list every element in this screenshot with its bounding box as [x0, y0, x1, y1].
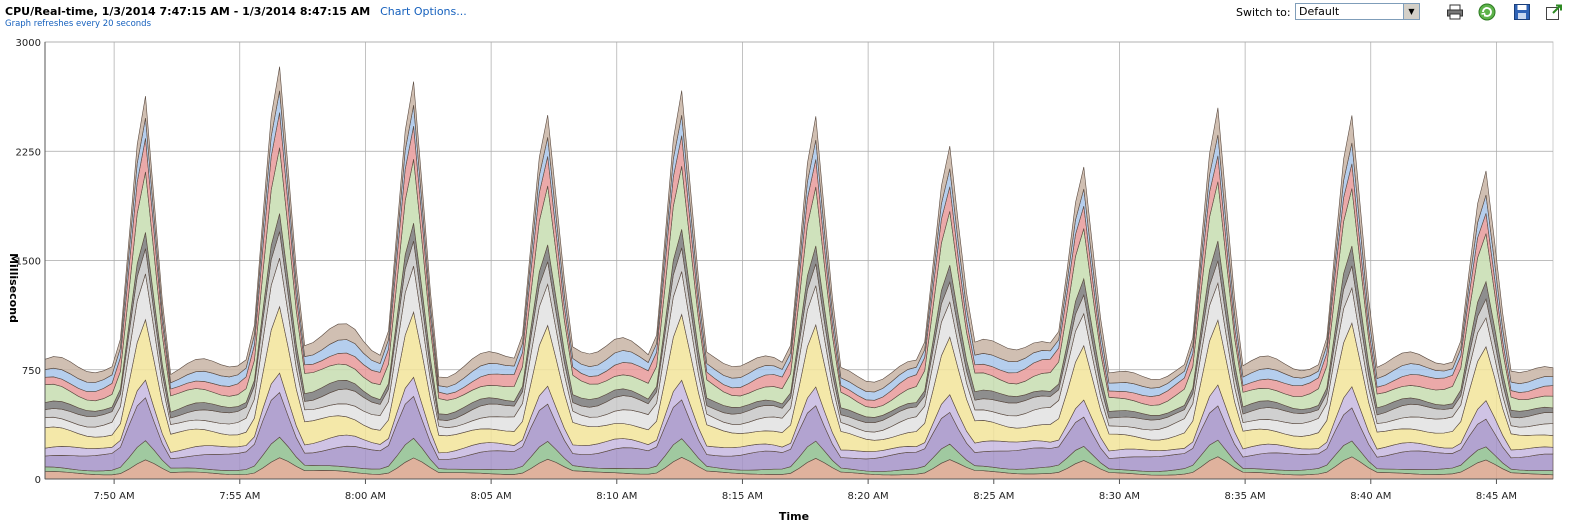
x-tick-label: 8:35 AM — [1225, 491, 1266, 502]
x-tick-label: 8:15 AM — [722, 491, 763, 502]
x-tick-label: 8:25 AM — [973, 491, 1014, 502]
x-tick-label: 8:40 AM — [1350, 491, 1391, 502]
x-axis-title: Time — [779, 510, 809, 523]
refresh-icon[interactable] — [1478, 3, 1496, 21]
x-tick-label: 8:45 AM — [1476, 491, 1517, 502]
y-tick-label: 1500 — [16, 257, 41, 268]
chart-title: CPU/Real-time, 1/3/2014 7:47:15 AM - 1/3… — [5, 5, 467, 18]
y-tick-label: 3000 — [16, 38, 41, 49]
save-icon[interactable] — [1513, 3, 1531, 21]
x-tick-label: 8:05 AM — [471, 491, 512, 502]
chart-options-link[interactable]: Chart Options... — [380, 5, 467, 18]
export-icon[interactable] — [1545, 3, 1563, 21]
x-tick-label: 8:00 AM — [345, 491, 386, 502]
y-tick-label: 0 — [35, 475, 41, 486]
chart-title-text: CPU/Real-time, 1/3/2014 7:47:15 AM - 1/3… — [5, 5, 371, 18]
switch-to-select[interactable]: Default ▼ — [1295, 3, 1420, 20]
x-tick-label: 7:55 AM — [219, 491, 260, 502]
x-tick-label: 7:50 AM — [94, 491, 135, 502]
cpu-chart: 0 750 1500 2250 3000 7:50 AM 7:55 AM 8:00 AM 8:… — [7, 38, 1554, 523]
x-tick-label: 8:30 AM — [1099, 491, 1140, 502]
print-icon[interactable] — [1446, 3, 1464, 21]
switch-to-label: Switch to: — [1236, 6, 1291, 19]
switch-to-value: Default — [1299, 5, 1340, 18]
y-axis-title: Millisecond — [7, 253, 20, 323]
area-series-12 — [44, 66, 1554, 393]
refresh-note: Graph refreshes every 20 seconds — [5, 19, 151, 29]
x-tick-label: 8:20 AM — [848, 491, 889, 502]
chevron-down-icon[interactable]: ▼ — [1403, 4, 1419, 19]
y-tick-label: 750 — [22, 366, 41, 377]
x-tick-label: 8:10 AM — [596, 491, 637, 502]
y-tick-label: 2250 — [16, 147, 41, 158]
